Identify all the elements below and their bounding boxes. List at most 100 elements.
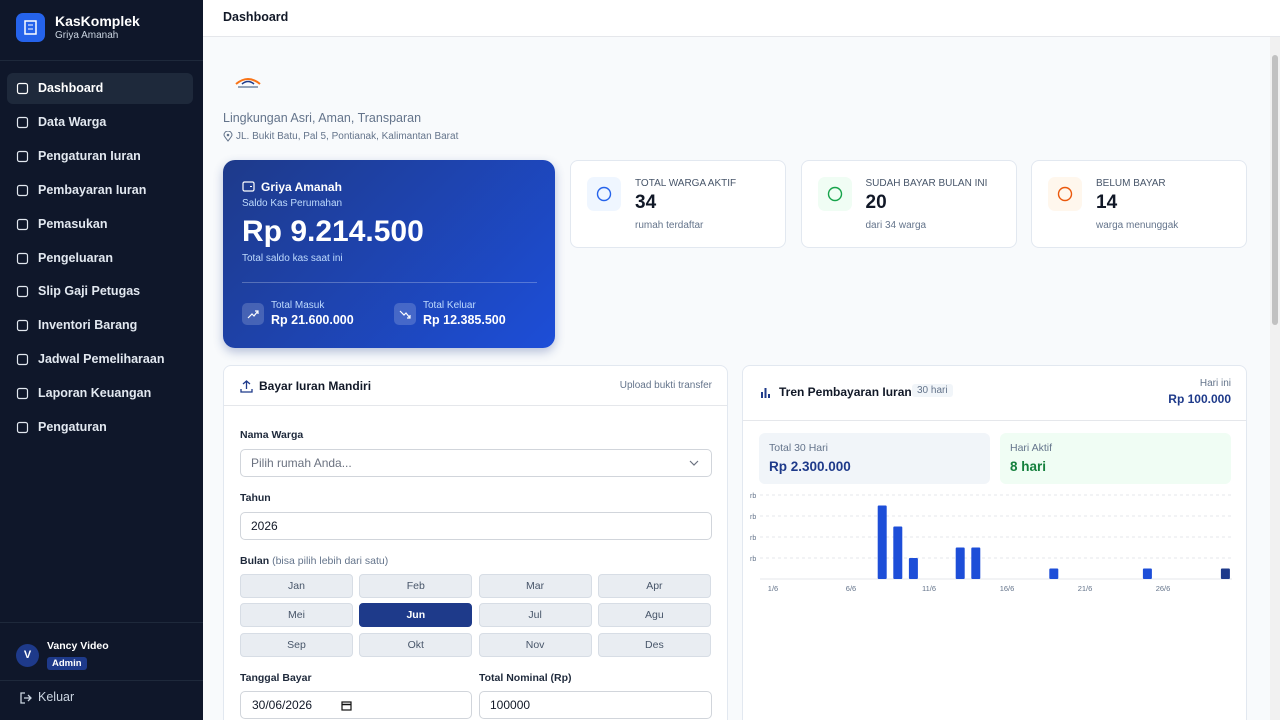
menu-label: Pemasukan: [38, 216, 108, 231]
y-tick-label: rb: [750, 514, 756, 521]
active-label: Hari Aktif: [1010, 442, 1053, 454]
logout-button[interactable]: Keluar: [38, 690, 75, 704]
month-button[interactable]: Jan: [240, 574, 353, 598]
divider: [224, 405, 727, 406]
stat-icon: [587, 177, 621, 211]
menu-icon: [16, 421, 29, 434]
menu-item[interactable]: Dashboard: [7, 73, 193, 104]
brand-icon: [24, 20, 37, 35]
menu-item[interactable]: Pengaturan Iuran: [7, 141, 193, 172]
income-icon: [242, 303, 264, 325]
month-label-row: Bulan (bisa pilih lebih dari satu): [240, 555, 388, 567]
month-button[interactable]: Agu: [597, 603, 711, 628]
month-button[interactable]: Nov: [478, 632, 592, 657]
month-button[interactable]: Feb: [359, 574, 473, 598]
chart-icon: [761, 388, 770, 398]
stat-value: 34: [635, 192, 657, 213]
total-box: Total 30 Hari Rp 2.300.000: [759, 433, 990, 484]
x-tick-label: 16/6: [1000, 584, 1015, 593]
menu-item[interactable]: Pemasukan: [7, 209, 193, 240]
trend-badge: 30 hari: [912, 384, 953, 397]
menu-item[interactable]: Jadwal Pemeliharaan: [7, 344, 193, 375]
bar: [1220, 568, 1230, 579]
month-button[interactable]: Jun: [359, 603, 473, 628]
today-label: Hari ini: [1199, 378, 1231, 389]
year-value: 2026: [251, 519, 278, 533]
stat-label: SUDAH BAYAR BULAN INI: [865, 178, 988, 189]
scroll-thumb[interactable]: [1272, 55, 1278, 325]
y-tick-label: rb: [750, 493, 756, 500]
month-label: Bulan: [240, 555, 270, 567]
menu-icon: [16, 218, 29, 230]
month-button[interactable]: Mar: [478, 574, 592, 598]
y-tick-label: rb: [750, 556, 756, 563]
date-input[interactable]: 30/06/2026: [240, 691, 472, 719]
upload-icon: [240, 380, 253, 393]
date-value: 30/06/2026: [252, 698, 313, 712]
expense-label: Total Keluar: [423, 300, 476, 311]
month-button[interactable]: Sep: [240, 632, 353, 657]
form-title: Bayar Iuran Mandiri: [259, 379, 372, 393]
menu-icon: [16, 82, 29, 95]
top-bar: Dashboard: [203, 0, 1280, 37]
expense-icon: [394, 303, 416, 325]
menu-item[interactable]: Pembayaran Iuran: [7, 175, 193, 206]
menu-icon: [16, 354, 29, 366]
stat-value: 14: [1096, 192, 1118, 213]
tagline: Lingkungan Asri, Aman, Transparan: [223, 111, 422, 125]
menu-item[interactable]: Inventori Barang: [7, 310, 193, 341]
active-box: Hari Aktif 8 hari: [1000, 433, 1231, 484]
menu-icon: [16, 184, 29, 196]
month-button[interactable]: Okt: [359, 632, 473, 657]
menu-item[interactable]: Pengeluaran: [7, 243, 193, 274]
bar: [877, 505, 887, 579]
menu-item[interactable]: Pengaturan: [7, 412, 193, 443]
stat-card: TOTAL WARGA AKTIF 34 rumah terdaftar: [570, 160, 786, 248]
month-button[interactable]: Mei: [240, 603, 353, 628]
menu-label: Jadwal Pemeliharaan: [38, 352, 165, 367]
stat-label: BELUM BAYAR: [1096, 178, 1166, 189]
user-avatar: V: [16, 644, 39, 667]
menu-item[interactable]: Slip Gaji Petugas: [7, 276, 193, 307]
address: JL. Bukit Batu, Pal 5, Pontianak, Kalima…: [236, 131, 459, 142]
today-value: Rp 100.000: [1168, 392, 1231, 406]
brand-logo: [16, 13, 45, 42]
month-button[interactable]: Des: [597, 632, 711, 657]
balance-note: Total saldo kas saat ini: [242, 253, 343, 264]
menu-icon: [16, 387, 29, 400]
menu-icon: [16, 252, 29, 264]
brand-subtitle: Griya Amanah: [55, 30, 119, 41]
year-input[interactable]: 2026: [240, 512, 712, 540]
menu-label: Pengeluaran: [38, 250, 114, 265]
amount-value: 100000: [490, 698, 531, 712]
stat-note: warga menunggak: [1096, 220, 1179, 231]
balance-amount: Rp 9.214.500: [242, 215, 424, 248]
stat-icon: [817, 177, 852, 211]
bar: [1049, 568, 1059, 579]
trend-title: Tren Pembayaran Iuran: [779, 385, 912, 399]
stat-card: SUDAH BAYAR BULAN INI 20 dari 34 warga: [800, 160, 1017, 248]
menu-item[interactable]: Laporan Keuangan: [7, 378, 193, 409]
month-button[interactable]: Jul: [478, 603, 592, 628]
trend-card: Tren Pembayaran Iuran 30 hari Hari ini R…: [742, 365, 1247, 720]
y-tick-label: rb: [750, 535, 756, 542]
divider: [242, 282, 537, 283]
month-button[interactable]: Apr: [597, 574, 711, 598]
stat-note: rumah terdaftar: [635, 220, 704, 231]
payment-form-card: Bayar Iuran Mandiri Upload bukti transfe…: [223, 365, 728, 720]
menu-item[interactable]: Data Warga: [7, 107, 193, 138]
amount-input[interactable]: 100000: [479, 691, 712, 719]
menu-label: Dashboard: [38, 81, 104, 95]
resident-select[interactable]: Pilih rumah Anda...: [240, 449, 712, 477]
x-tick-label: 11/6: [922, 584, 936, 593]
menu-label: Pengaturan: [38, 420, 107, 434]
bar: [955, 547, 965, 579]
divider: [0, 622, 203, 623]
logout-icon: [20, 692, 32, 704]
divider: [0, 680, 203, 681]
user-role: Admin: [47, 657, 87, 670]
menu-icon: [16, 286, 29, 298]
menu-label: Pembayaran Iuran: [38, 182, 147, 197]
menu-icon: [16, 116, 29, 128]
stat-card: BELUM BAYAR 14 warga menunggak: [1031, 160, 1247, 248]
